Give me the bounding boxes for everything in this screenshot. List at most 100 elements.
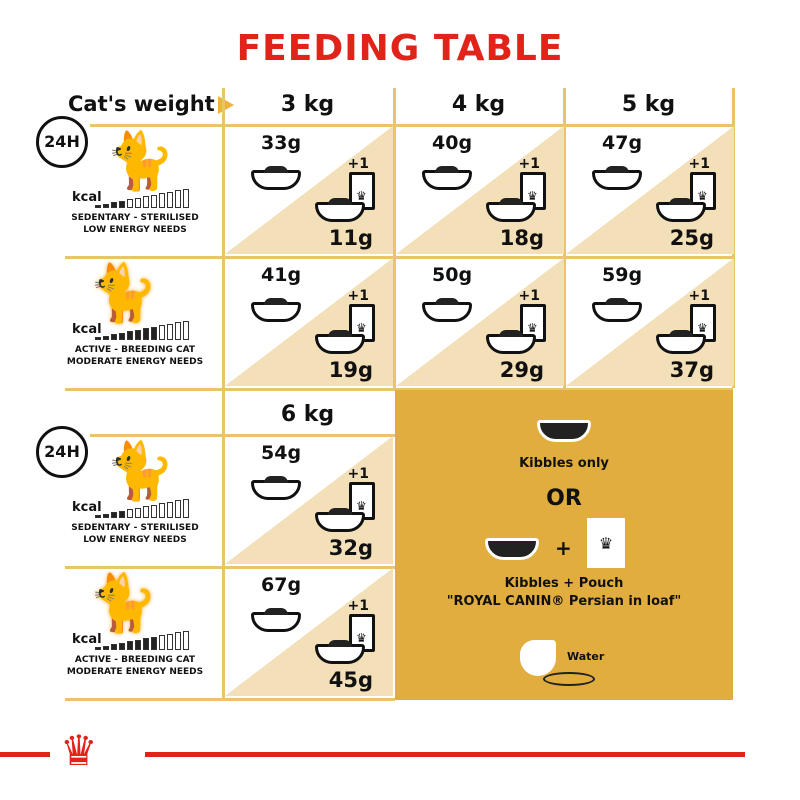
energy-bar xyxy=(167,501,173,518)
pouch-icon: ♛ xyxy=(587,518,625,568)
kibbles-with-pouch-amount: 45g xyxy=(328,668,373,692)
kcal-label: kcal xyxy=(72,632,102,647)
legend-plus: + xyxy=(555,536,572,560)
pouch-count: +1 xyxy=(347,156,369,172)
pouch-count: +1 xyxy=(518,156,540,172)
kibbles-only-amount: 59g xyxy=(602,264,643,286)
kibble-bowl-icon xyxy=(537,420,591,442)
weight-header: 4 kg xyxy=(451,92,506,117)
energy-level-scale xyxy=(95,496,189,518)
bowl-icon xyxy=(422,298,472,322)
energy-bar xyxy=(103,513,109,518)
legend-panel: Kibbles only OR + ♛ Kibbles + Pouch "ROY… xyxy=(395,390,733,700)
energy-bar xyxy=(175,322,181,340)
bowl-icon xyxy=(315,508,365,532)
24h-clock-icon: 24H xyxy=(36,426,88,478)
kibbles-only-amount: 41g xyxy=(261,264,302,286)
energy-bar xyxy=(151,194,157,208)
pouch-count: +1 xyxy=(347,466,369,482)
energy-bar xyxy=(143,506,149,518)
feeding-cell: 47g +1 25g xyxy=(566,126,734,254)
pouch-count: +1 xyxy=(688,288,710,304)
legend-kibbles-pouch: Kibbles + Pouch xyxy=(504,576,624,591)
kibbles-with-pouch-amount: 19g xyxy=(328,358,373,382)
energy-bar xyxy=(159,325,165,340)
bowl-icon xyxy=(315,330,365,354)
profile-label-line2: MODERATE ENERGY NEEDS xyxy=(66,667,204,677)
bowl-icon xyxy=(656,198,706,222)
kibbles-with-pouch-amount: 32g xyxy=(328,536,373,560)
bowl-icon xyxy=(486,330,536,354)
energy-bar xyxy=(103,645,109,650)
energy-bar xyxy=(119,332,125,340)
energy-bar xyxy=(111,644,117,650)
energy-bar xyxy=(103,335,109,340)
bowl-icon xyxy=(656,330,706,354)
kibbles-only-amount: 47g xyxy=(602,132,643,154)
kibbles-only-amount: 40g xyxy=(432,132,473,154)
kibbles-with-pouch-amount: 37g xyxy=(669,358,714,382)
energy-bar xyxy=(119,200,125,208)
kcal-label: kcal xyxy=(72,322,102,337)
energy-bar xyxy=(95,647,101,650)
divider xyxy=(563,88,566,388)
profile-label-line1: SEDENTARY - STERILISED xyxy=(71,523,199,533)
kibbles-with-pouch-amount: 29g xyxy=(499,358,544,382)
weight-header: 3 kg xyxy=(280,92,335,117)
energy-bar xyxy=(135,197,141,208)
energy-bar xyxy=(143,638,149,650)
bowl-icon xyxy=(315,640,365,664)
energy-bar xyxy=(167,191,173,208)
divider xyxy=(65,566,395,569)
water-bowl-icon xyxy=(543,672,595,686)
energy-bar xyxy=(135,639,141,650)
feeding-cell: 67g +1 45g xyxy=(225,568,393,696)
walking-cat-icon: 🐈 xyxy=(88,571,158,636)
bowl-icon xyxy=(592,166,642,190)
legend-or: OR xyxy=(546,486,582,511)
energy-bar xyxy=(159,193,165,208)
energy-bar xyxy=(111,202,117,208)
weight-header: 6 kg xyxy=(280,402,335,427)
energy-bar xyxy=(167,323,173,340)
kibble-bowl-icon xyxy=(485,538,539,560)
bowl-icon xyxy=(592,298,642,322)
divider xyxy=(65,698,395,701)
energy-bar xyxy=(183,630,189,650)
energy-bar xyxy=(143,328,149,340)
energy-bar xyxy=(103,203,109,208)
profile-label-line2: LOW ENERGY NEEDS xyxy=(83,535,187,545)
kcal-label: kcal xyxy=(72,190,102,205)
feeding-cell: 59g +1 37g xyxy=(566,258,734,386)
energy-bar xyxy=(135,507,141,518)
profile-label-line1: ACTIVE - BREEDING CAT xyxy=(74,345,196,355)
feeding-cell: 41g +1 19g xyxy=(225,258,393,386)
energy-bar xyxy=(183,188,189,208)
kibbles-with-pouch-amount: 25g xyxy=(669,226,714,250)
profile-label-line1: ACTIVE - BREEDING CAT xyxy=(74,655,196,665)
weight-label: Cat's weight xyxy=(68,92,215,116)
kcal-label: kcal xyxy=(72,500,102,515)
legend-kibbles-only: Kibbles only xyxy=(519,456,609,471)
walking-cat-icon: 🐈 xyxy=(88,261,158,326)
brand-line xyxy=(145,752,745,757)
energy-bar xyxy=(183,320,189,340)
bowl-icon xyxy=(315,198,365,222)
feeding-cell: 40g +1 18g xyxy=(396,126,564,254)
legend-water: Water xyxy=(567,650,605,663)
energy-bar xyxy=(111,512,117,518)
energy-bar xyxy=(127,509,133,518)
energy-bar xyxy=(175,190,181,208)
bowl-icon xyxy=(486,198,536,222)
energy-bar xyxy=(95,205,101,208)
kibbles-only-amount: 54g xyxy=(261,442,302,464)
page-title: FEEDING TABLE xyxy=(236,28,564,69)
legend-product: "ROYAL CANIN® Persian in loaf" xyxy=(446,594,682,609)
pouch-count: +1 xyxy=(347,598,369,614)
energy-bar xyxy=(135,329,141,340)
royal-canin-crown-logo: ♛ xyxy=(60,726,98,775)
energy-bar xyxy=(95,515,101,518)
kibbles-with-pouch-amount: 18g xyxy=(499,226,544,250)
kibbles-only-amount: 67g xyxy=(261,574,302,596)
weight-header: 5 kg xyxy=(621,92,676,117)
